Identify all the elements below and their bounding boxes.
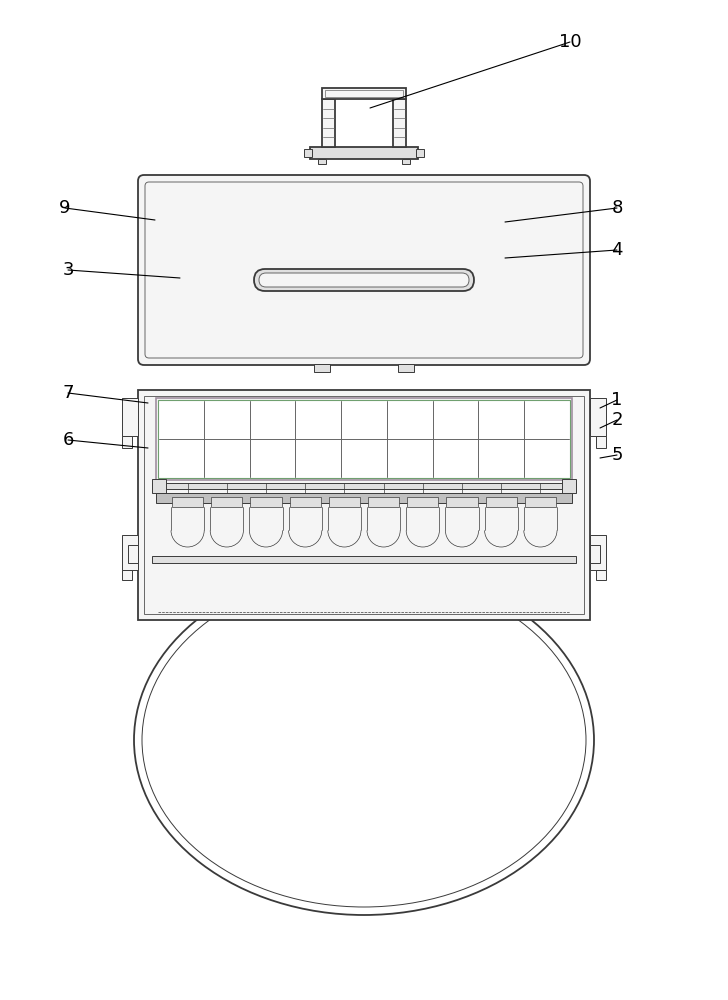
Text: 6: 6: [63, 431, 74, 449]
Bar: [290, 497, 321, 507]
Bar: [322, 88, 406, 99]
Bar: [590, 535, 606, 570]
Bar: [322, 99, 335, 147]
FancyBboxPatch shape: [259, 273, 469, 287]
Bar: [138, 390, 590, 620]
Bar: [446, 497, 478, 507]
Bar: [393, 99, 406, 147]
Bar: [398, 364, 414, 372]
Bar: [310, 147, 418, 159]
Bar: [325, 90, 403, 97]
Bar: [122, 398, 138, 436]
Bar: [402, 159, 410, 164]
Text: 5: 5: [612, 446, 622, 464]
Bar: [172, 497, 203, 507]
Bar: [318, 159, 326, 164]
Bar: [407, 497, 438, 507]
Bar: [486, 497, 517, 507]
Bar: [128, 545, 138, 563]
Bar: [596, 436, 606, 448]
Bar: [416, 149, 424, 157]
Bar: [158, 400, 570, 478]
Bar: [152, 556, 576, 563]
Bar: [329, 497, 360, 507]
Bar: [211, 497, 242, 507]
Bar: [304, 149, 312, 157]
Text: 9: 9: [59, 199, 71, 217]
Bar: [156, 398, 572, 480]
Bar: [562, 479, 576, 493]
FancyBboxPatch shape: [254, 269, 474, 291]
FancyBboxPatch shape: [138, 175, 590, 365]
Text: 1: 1: [612, 391, 622, 409]
Text: 10: 10: [558, 33, 582, 51]
Bar: [525, 497, 556, 507]
Text: 2: 2: [612, 411, 622, 429]
Bar: [144, 396, 584, 614]
Bar: [590, 545, 600, 563]
Bar: [250, 497, 282, 507]
Bar: [122, 436, 132, 448]
Bar: [152, 479, 166, 493]
Text: 3: 3: [63, 261, 74, 279]
Bar: [368, 497, 399, 507]
Bar: [156, 493, 572, 503]
Bar: [122, 535, 138, 570]
Bar: [590, 398, 606, 436]
Text: 7: 7: [63, 384, 74, 402]
Bar: [152, 483, 576, 489]
Bar: [122, 570, 132, 580]
Text: 4: 4: [612, 241, 622, 259]
Bar: [314, 364, 330, 372]
Bar: [596, 570, 606, 580]
Text: 8: 8: [612, 199, 622, 217]
